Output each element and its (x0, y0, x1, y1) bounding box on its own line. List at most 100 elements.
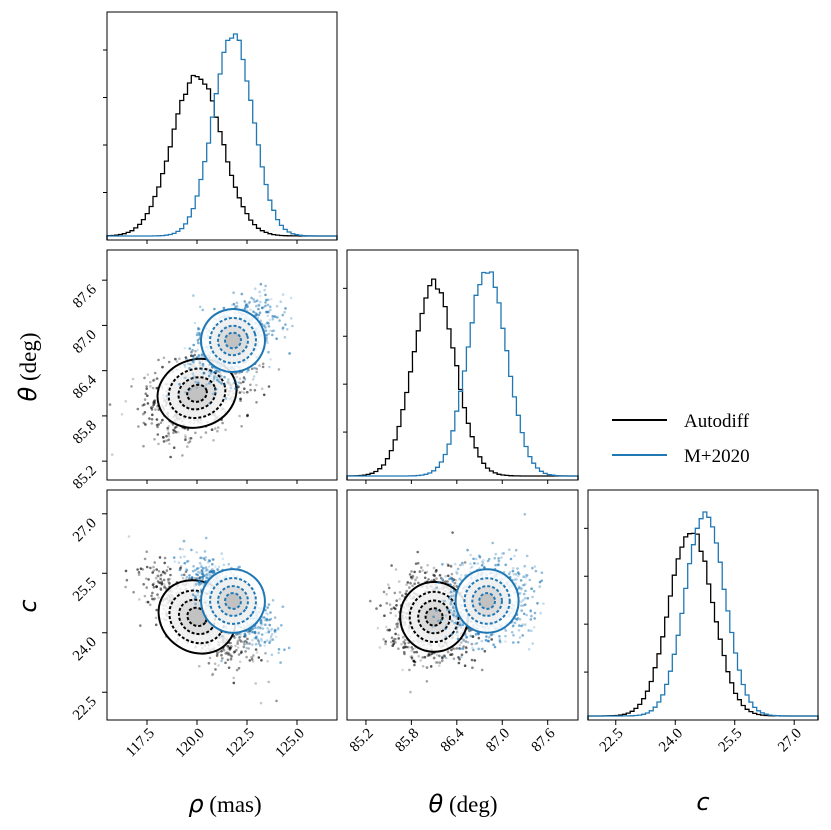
scatter-point (207, 661, 211, 665)
scatter-m2020-rho-c (172, 536, 291, 664)
scatter-point (183, 365, 187, 369)
scatter-point (518, 636, 522, 639)
scatter-point (246, 637, 249, 641)
scatter-point (163, 556, 167, 560)
scatter-point (226, 644, 229, 648)
scatter-point (458, 643, 462, 647)
scatter-point (188, 366, 191, 370)
scatter-point (259, 319, 263, 323)
scatter-point (421, 656, 425, 659)
scatter-point (161, 365, 164, 369)
scatter-point (532, 625, 536, 629)
scatter-point (247, 368, 250, 372)
scatter-point (220, 659, 223, 663)
scatter-point (192, 588, 195, 591)
scatter-point (213, 374, 216, 378)
scatter-point (533, 611, 537, 615)
scatter-point (453, 647, 456, 651)
ytick-label-rho-theta-0: 85.2 (70, 463, 100, 493)
scatter-point (281, 313, 285, 317)
scatter-point (154, 616, 158, 620)
scatter-point (234, 305, 238, 309)
scatter-point (449, 565, 453, 568)
scatter-point (265, 310, 269, 314)
scatter-point (461, 563, 465, 567)
scatter-point (162, 356, 166, 360)
scatter-point (147, 578, 150, 581)
scatter-point (239, 381, 243, 385)
scatter-point (204, 556, 207, 559)
scatter-point (183, 347, 187, 350)
scatter-point (144, 423, 147, 426)
scatter-point (142, 412, 145, 416)
scatter-point (465, 650, 468, 654)
scatter-point (229, 641, 232, 645)
scatter-point (418, 570, 422, 573)
scatter-point (154, 623, 158, 627)
scatter-point (385, 602, 389, 605)
scatter-point (265, 333, 269, 337)
scatter-point (402, 635, 405, 639)
scatter-point (257, 639, 260, 643)
scatter-point (244, 635, 247, 638)
scatter-point (239, 651, 243, 654)
scatter-point (167, 431, 170, 435)
scatter-point (452, 657, 456, 660)
scatter-point (237, 638, 240, 641)
scatter-point (201, 362, 205, 366)
scatter-point (197, 327, 200, 331)
scatter-point (167, 360, 171, 364)
scatter-point (155, 568, 158, 571)
scatter-point (523, 513, 527, 516)
scatter-point (263, 616, 266, 619)
scatter-point (151, 583, 155, 586)
scatter-point (215, 654, 219, 657)
scatter-point (209, 372, 213, 375)
scatter-point (259, 282, 263, 286)
scatter-point (521, 634, 524, 637)
scatter-point (413, 570, 416, 574)
scatter-point (252, 298, 255, 301)
scatter-point (166, 428, 170, 432)
scatter-point (242, 640, 245, 644)
scatter-point (257, 656, 261, 659)
scatter-point (178, 547, 182, 551)
scatter-point (284, 323, 287, 326)
scatter-point (220, 653, 223, 657)
scatter-point (269, 637, 273, 641)
scatter-point (156, 580, 160, 584)
scatter-point (446, 574, 450, 578)
scatter-point (227, 651, 230, 655)
scatter-point (204, 566, 208, 569)
scatter-point (198, 361, 202, 365)
scatter-point (411, 574, 415, 578)
scatter-point (271, 329, 274, 333)
scatter-point (398, 597, 402, 601)
scatter-point (441, 599, 444, 603)
scatter-point (461, 647, 465, 650)
scatter-point (530, 629, 533, 633)
scatter-point (245, 646, 248, 650)
scatter-point (281, 327, 285, 331)
scatter-point (243, 377, 247, 381)
scatter-point (162, 578, 166, 582)
scatter-point (260, 619, 264, 622)
scatter-point (229, 655, 233, 659)
scatter-point (152, 565, 155, 569)
scatter-point (525, 554, 529, 558)
scatter-point (259, 294, 262, 298)
scatter-point (222, 563, 226, 567)
scatter-point (268, 623, 272, 627)
scatter-point (184, 567, 188, 570)
scatter-point (211, 365, 214, 369)
scatter-point (177, 430, 180, 434)
scatter-point (153, 561, 156, 564)
scatter-point (240, 640, 243, 643)
scatter-point (531, 642, 534, 645)
scatter-point (265, 639, 269, 642)
scatter-point (205, 572, 208, 576)
scatter-point (154, 576, 158, 580)
scatter-point (248, 659, 252, 662)
scatter-point (197, 341, 200, 345)
scatter-point (242, 391, 246, 395)
